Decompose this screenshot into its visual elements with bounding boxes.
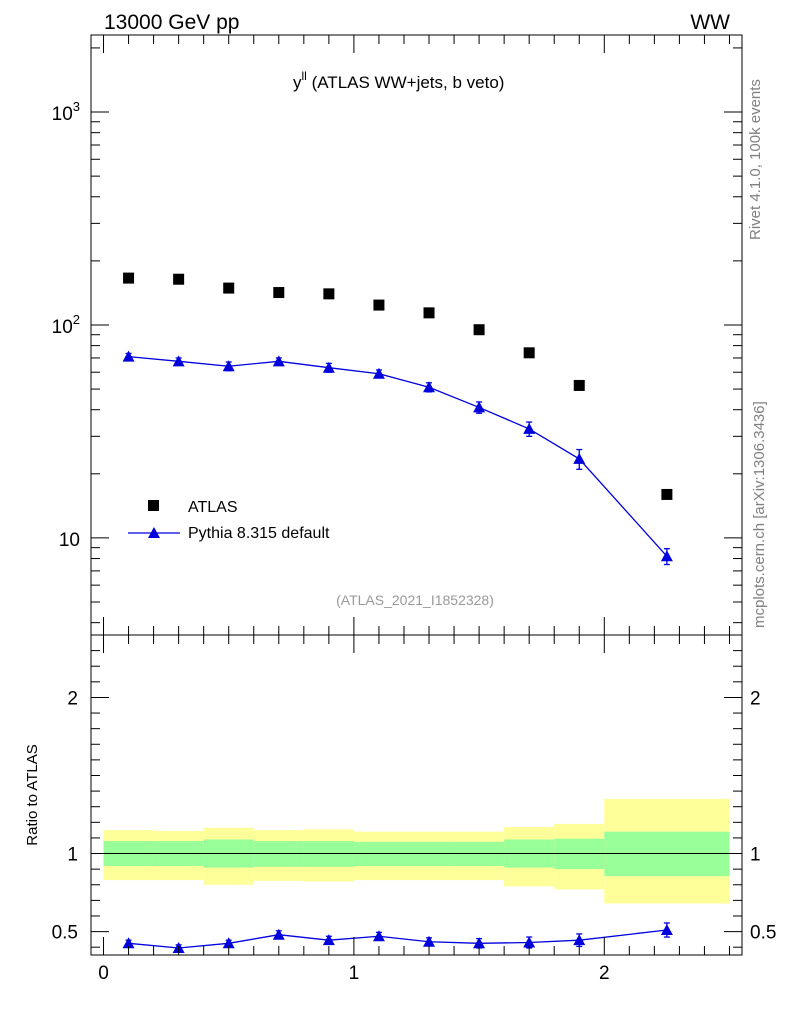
pythia-data-point xyxy=(573,452,586,464)
analysis-watermark: (ATLAS_2021_I1852328) xyxy=(336,592,494,608)
main-y-tick-label: 103 xyxy=(52,99,80,125)
ratio-y-tick-label-left: 0.5 xyxy=(52,923,78,944)
ratio-y-tick-labels: 0.5 0.5 1 1 2 2 xyxy=(52,688,777,943)
main-ticks xyxy=(91,35,742,635)
ratio-frame xyxy=(90,634,743,956)
pythia-data-point xyxy=(322,361,335,373)
ratio-y-tick-label-left: 2 xyxy=(67,688,78,709)
pythia-data-point xyxy=(660,550,673,562)
ratio-data-point xyxy=(573,934,586,946)
pythia-data-point xyxy=(523,422,536,434)
atlas-data-point xyxy=(473,324,485,336)
ratio-y-tick-label-right: 0.5 xyxy=(750,923,776,944)
pythia-data-point xyxy=(272,355,285,367)
atlas-data-point xyxy=(273,287,285,299)
ratio-data-point xyxy=(222,937,235,949)
atlas-data-point xyxy=(573,379,585,391)
header-right-title: WW xyxy=(690,11,730,34)
atlas-data-point xyxy=(661,488,673,500)
pythia-data-point xyxy=(222,360,235,372)
atlas-data-point xyxy=(423,307,435,319)
atlas-data-point xyxy=(373,299,385,311)
ratio-data-point xyxy=(523,936,536,948)
ratio-pythia-line xyxy=(128,929,667,949)
ratio-data-point xyxy=(272,928,285,940)
ratio-data-point xyxy=(322,934,335,946)
ratio-x-tick-labels: 0 1 2 xyxy=(98,963,609,984)
ratio-ylabel: Ratio to ATLAS xyxy=(24,744,41,845)
version-label: Rivet 4.1.0, 100k events xyxy=(747,79,764,240)
tick-label-base: 10 xyxy=(52,317,73,338)
ratio-marks xyxy=(122,922,673,953)
main-y-tick-label: 10 xyxy=(59,530,80,551)
legend: ATLAS Pythia 8.315 default xyxy=(128,499,330,542)
ratio-panel: 0.5 0.5 1 1 2 2 0 1 2 Ratio to ATLAS xyxy=(24,634,777,984)
atlas-data-point xyxy=(123,272,135,284)
legend-atlas-label: ATLAS xyxy=(188,499,238,516)
ratio-y-tick-label-right: 1 xyxy=(750,845,761,866)
header-left-title: 13000 GeV pp xyxy=(104,11,239,34)
ratio-data-point xyxy=(473,937,486,949)
ratio-x-tick-label: 2 xyxy=(599,963,610,984)
ratio-y-tick-label-right: 2 xyxy=(750,688,761,709)
main-marks xyxy=(122,272,673,566)
legend-pythia-label: Pythia 8.315 default xyxy=(188,525,330,542)
ratio-data-point xyxy=(122,937,135,949)
tick-label-exponent: 3 xyxy=(73,99,80,114)
ratio-bands xyxy=(103,798,730,904)
ratio-x-tick-label: 0 xyxy=(98,963,109,984)
chart-title: yll (ATLAS WW+jets, b veto) xyxy=(293,69,504,92)
ratio-x-tick-label: 1 xyxy=(349,963,360,984)
tick-label-base: 10 xyxy=(59,530,80,551)
ratio-ticks xyxy=(91,635,742,955)
legend-pythia-marker xyxy=(148,527,160,538)
pythia-data-point xyxy=(473,401,486,413)
pythia-data-point xyxy=(172,355,185,367)
pythia-data-point xyxy=(122,350,135,362)
main-frame xyxy=(90,34,743,636)
main-y-tick-label: 102 xyxy=(52,312,80,338)
chart-title-rest: (ATLAS WW+jets, b veto) xyxy=(307,73,505,92)
tick-label-base: 10 xyxy=(52,104,73,125)
ratio-data-point xyxy=(423,935,436,947)
atlas-data-point xyxy=(523,347,535,359)
atlas-data-point xyxy=(223,282,235,294)
ratio-data-point xyxy=(660,924,673,936)
atlas-data-point xyxy=(323,288,335,300)
ratio-y-tick-label-left: 1 xyxy=(67,845,78,866)
legend-atlas-marker xyxy=(148,500,159,511)
chart-title-main: y xyxy=(293,73,302,92)
chart-title-sup: ll xyxy=(302,69,307,83)
tick-label-exponent: 2 xyxy=(73,312,80,327)
main-panel: yll (ATLAS WW+jets, b veto) (ATLAS_2021_… xyxy=(52,34,743,636)
pythia-data-point xyxy=(423,381,436,393)
pythia-data-point xyxy=(372,367,385,379)
ratio-data-point xyxy=(372,930,385,942)
atlas-data-point xyxy=(173,273,185,285)
source-label: mcplots.cern.ch [arXiv:1306.3436] xyxy=(751,401,768,628)
